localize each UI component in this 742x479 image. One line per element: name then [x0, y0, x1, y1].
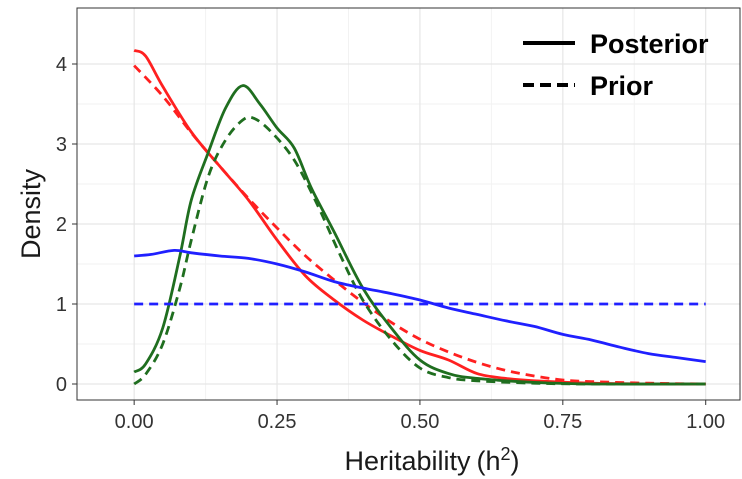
y-tick-label: 2	[56, 214, 67, 236]
x-axis-title-open: (	[477, 446, 486, 476]
x-axis-title-close: )	[511, 446, 520, 476]
series-line-3	[133, 115, 706, 386]
x-tick-label: 1.00	[686, 411, 725, 433]
x-axis-title-symbol: h	[486, 446, 501, 476]
series-line-2	[133, 84, 706, 386]
x-axis-title-superscript: 2	[501, 444, 511, 464]
series-line-0	[133, 49, 706, 386]
minor-gridlines	[77, 8, 740, 400]
legend-posterior-label: Posterior	[590, 29, 709, 59]
series-layer	[133, 49, 706, 386]
plot-border	[76, 7, 741, 401]
x-axis-title: Heritability (h2)	[344, 444, 519, 476]
series-line-4	[134, 248, 706, 363]
y-axis-ticks: 0 1 2 3 4	[56, 54, 77, 396]
y-tick-label: 1	[56, 294, 67, 316]
y-axis-title: Density	[16, 168, 46, 259]
x-tick-label: 0.00	[115, 411, 154, 433]
x-tick-label: 0.25	[258, 411, 297, 433]
series-line-1	[133, 64, 706, 386]
x-tick-label: 0.50	[400, 411, 439, 433]
legend: Posterior Prior	[523, 29, 709, 101]
x-tick-label: 0.75	[543, 411, 582, 433]
y-tick-label: 4	[56, 54, 67, 76]
x-axis-ticks: 0.00 0.25 0.50 0.75 1.00	[115, 400, 725, 433]
y-tick-label: 0	[56, 374, 67, 396]
plot-panel	[77, 8, 740, 400]
x-axis-title-text: Heritability	[344, 446, 471, 476]
legend-prior-label: Prior	[590, 71, 654, 101]
y-tick-label: 3	[56, 134, 67, 156]
